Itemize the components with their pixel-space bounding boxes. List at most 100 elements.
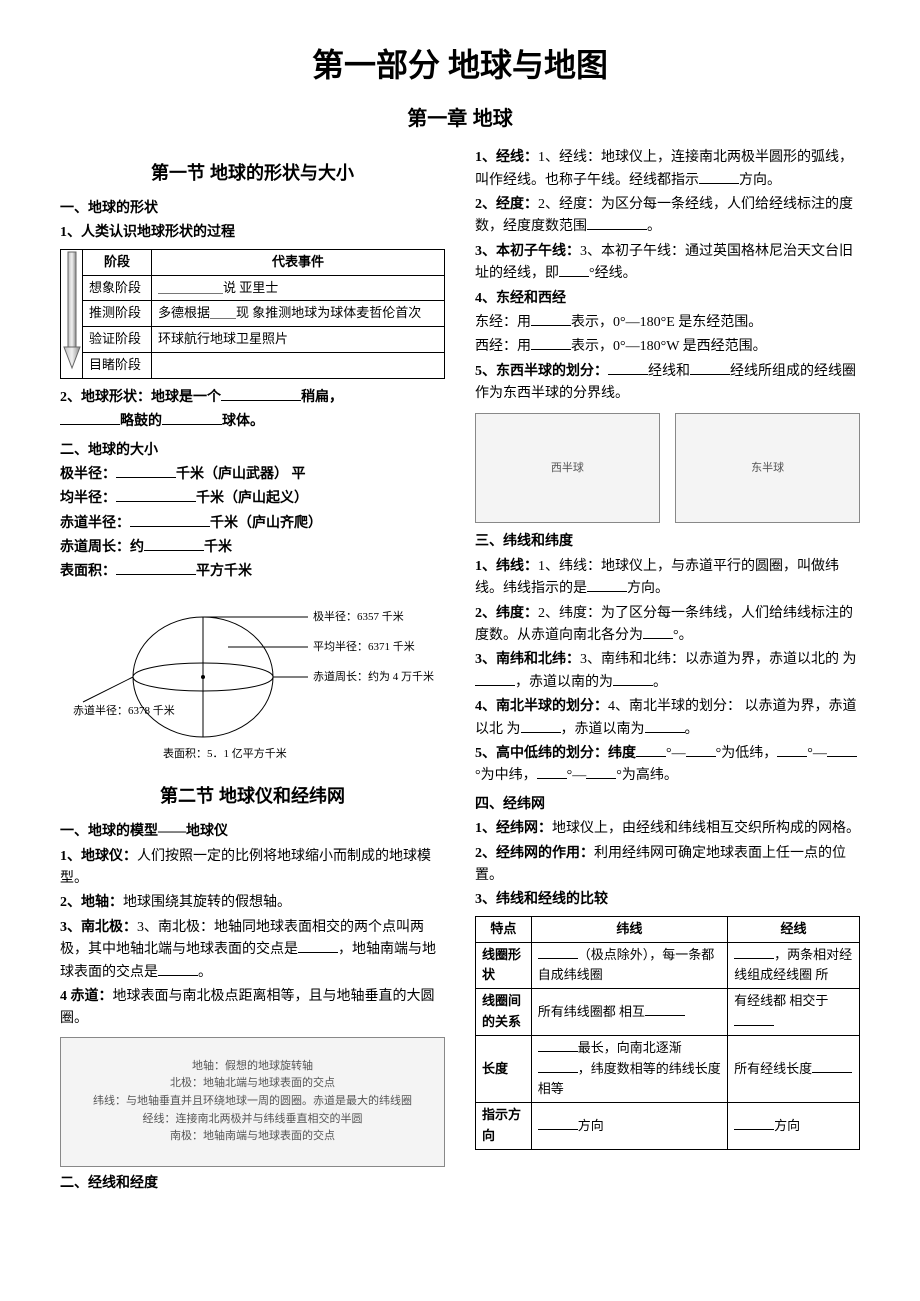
para-process: 1、人类认识地球形状的过程 (60, 222, 445, 244)
blank[interactable] (636, 743, 666, 757)
cmp-th: 经线 (728, 916, 860, 942)
stages-th-stage: 阶段 (83, 249, 152, 275)
blank[interactable] (643, 625, 673, 639)
blank[interactable] (734, 946, 774, 959)
blank[interactable] (116, 488, 196, 502)
svg-text:平均半径：6371 千米: 平均半径：6371 千米 (313, 639, 415, 653)
blank[interactable] (645, 719, 685, 733)
blank[interactable] (538, 1117, 578, 1130)
blank[interactable] (521, 719, 561, 733)
blank[interactable] (734, 1117, 774, 1130)
table-row: 长度 最长，向南北逐渐，纬度数相等的纬线长度相等 所有经线长度 (476, 1035, 860, 1102)
table-row: 想象阶段 ＿＿＿＿＿说 亚里士 (61, 275, 445, 301)
svg-text:表面积：5．1 亿平方千米: 表面积：5．1 亿平方千米 (163, 746, 287, 760)
text: 球体。 (222, 414, 264, 429)
label: 南极：地轴南端与地球表面的交点 (93, 1128, 412, 1146)
cell: 线圈形状 (476, 942, 532, 989)
para-axis: 2、地轴：地球围绕其旋转的假想轴。 (60, 892, 445, 914)
blank[interactable] (812, 1060, 852, 1073)
text: ，赤道以南为 (561, 722, 645, 737)
text: 东经：用 (475, 315, 531, 330)
lat-p2: 2、纬度：2、纬度：为了区分每一条纬线，人们给纬线标注的度数。从赤道向南北各分为… (475, 603, 860, 648)
east-hemisphere-image: 东半球 (675, 413, 860, 523)
table-row: 验证阶段 环球航行地球卫星照片 (61, 327, 445, 353)
globe-diagram-placeholder: 地轴：假想的地球旋转轴 北极：地轴北端与地球表面的交点 纬线：与地轴垂直并且环绕… (60, 1037, 445, 1167)
blank[interactable] (537, 765, 567, 779)
blank[interactable] (531, 336, 571, 350)
cell: 有经线都 相交于 (728, 989, 860, 1036)
blank[interactable] (645, 1003, 685, 1016)
table-row: 指示方向 方向 方向 (476, 1103, 860, 1150)
blank[interactable] (158, 962, 198, 976)
row-eq: 赤道半径：千米（庐山齐爬） (60, 513, 445, 535)
blank[interactable] (690, 361, 730, 375)
blank[interactable] (130, 513, 210, 527)
stages-th-event: 代表事件 (151, 249, 444, 275)
cell: （极点除外），每一条都自成纬线圈 (531, 942, 727, 989)
grid-p1: 1、经纬网：地球仪上，由经线和纬线相互交织所构成的网格。 (475, 818, 860, 840)
blank[interactable] (699, 170, 739, 184)
cell: 长度 (476, 1035, 532, 1102)
para-globe: 1、地球仪：人们按照一定的比例将地球缩小而制成的地球模型。 (60, 846, 445, 891)
blank[interactable] (734, 1013, 774, 1026)
cell (151, 352, 444, 378)
text: 赤道半径： (60, 516, 130, 531)
text: 千米 (204, 540, 232, 555)
text: 方向。 (627, 581, 669, 596)
r-p1: 1、经线：1、经线：地球仪上，连接南北两极半圆形的弧线，叫作经线。也称子午线。经… (475, 147, 860, 192)
heading-longitude: 二、经线和经度 (60, 1173, 445, 1195)
text: 千米（庐山武器） 平 (176, 467, 306, 482)
blank[interactable] (144, 537, 204, 551)
svg-text:赤道半径：6378 千米: 赤道半径：6378 千米 (73, 703, 175, 717)
blank[interactable] (116, 561, 196, 575)
blank[interactable] (538, 1060, 578, 1073)
section2-title: 第二节 地球仪和经纬网 (60, 782, 445, 811)
blank[interactable] (538, 1039, 578, 1052)
text: 所有经线长度 (734, 1061, 812, 1076)
text: 。 (647, 219, 661, 234)
blank[interactable] (587, 216, 647, 230)
cell: 指示方向 (476, 1103, 532, 1150)
text: °— (807, 746, 827, 761)
blank[interactable] (221, 387, 301, 401)
text: °经线。 (589, 266, 637, 281)
blank[interactable] (613, 672, 653, 686)
text: °。 (673, 628, 693, 643)
blank[interactable] (538, 946, 578, 959)
blank[interactable] (827, 743, 857, 757)
blank[interactable] (475, 672, 515, 686)
blank[interactable] (162, 411, 222, 425)
text: 西经：用 (475, 339, 531, 354)
text: 方向。 (739, 173, 781, 188)
text: 。 (685, 722, 699, 737)
cell: 多德根据＿＿现 象推测地球为球体麦哲伦首次 (151, 301, 444, 327)
row-area: 表面积：平方千米 (60, 561, 445, 583)
blank[interactable] (531, 312, 571, 326)
text: 千米（庐山起义） (196, 491, 308, 506)
cmp-th: 纬线 (531, 916, 727, 942)
heading-size: 二、地球的大小 (60, 440, 445, 462)
cell: ，两条相对经线组成经线圈 所 (728, 942, 860, 989)
cell: 推测阶段 (83, 301, 152, 327)
text: 5、高中低纬的划分：纬度 (475, 746, 636, 761)
blank[interactable] (60, 411, 120, 425)
blank[interactable] (586, 765, 616, 779)
text: 方向 (774, 1118, 800, 1133)
blank[interactable] (608, 361, 648, 375)
blank[interactable] (686, 743, 716, 757)
blank[interactable] (559, 263, 589, 277)
table-row: 线圈形状 （极点除外），每一条都自成纬线圈 ，两条相对经线组成经线圈 所 (476, 942, 860, 989)
label: 地轴：假想的地球旋转轴 (93, 1058, 412, 1076)
two-column-layout: 第一节 地球的形状与大小 一、地球的形状 1、人类认识地球形状的过程 (60, 145, 860, 1197)
table-row: 目睹阶段 (61, 352, 445, 378)
heading-shape: 一、地球的形状 (60, 198, 445, 220)
cell: 目睹阶段 (83, 352, 152, 378)
table-row: 线圈间的关系 所有纬线圈都 相互 有经线都 相交于 (476, 989, 860, 1036)
heading-grid: 四、经纬网 (475, 794, 860, 816)
lat-p5: 5、高中低纬的划分：纬度°—°为低纬，°—°为中纬，°—°为高纬。 (475, 743, 860, 788)
blank[interactable] (777, 743, 807, 757)
text: °为高纬。 (616, 768, 678, 783)
blank[interactable] (116, 464, 176, 478)
blank[interactable] (298, 939, 338, 953)
blank[interactable] (587, 578, 627, 592)
